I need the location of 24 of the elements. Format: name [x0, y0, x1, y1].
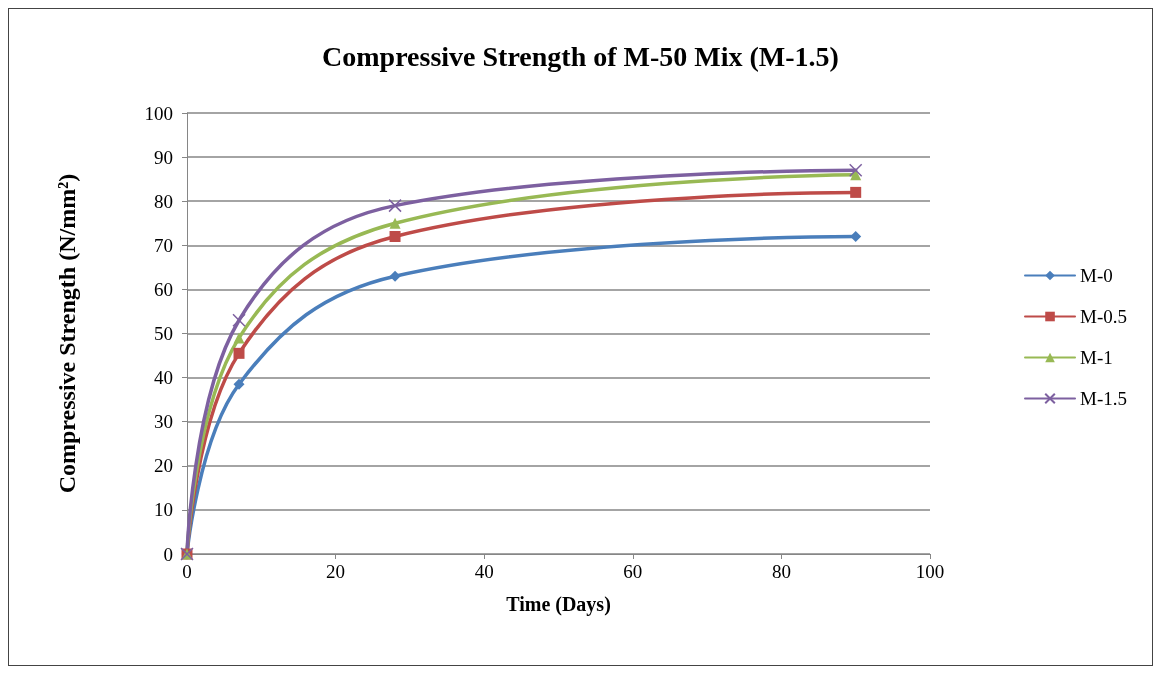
y-tick-label: 50 [154, 323, 173, 344]
legend-label: M-1.5 [1080, 388, 1128, 409]
y-tick-label: 10 [154, 499, 173, 521]
x-tick-label: 80 [771, 561, 791, 582]
y-tick-label: 40 [154, 367, 173, 389]
y-tick-label: 60 [154, 278, 173, 300]
y-tick-label: 20 [154, 455, 173, 477]
x-tick-label: 0 [182, 561, 192, 582]
y-tick-label: 30 [154, 411, 173, 433]
x-tick-label: 20 [326, 561, 346, 582]
y-tick-label: 0 [163, 543, 173, 565]
y-axis-title: Compressive Strength (N/mm²) [54, 173, 80, 494]
y-tick-label: 90 [154, 146, 173, 168]
x-axis-title: Time (Days) [506, 593, 611, 616]
y-tick-label: 100 [144, 102, 173, 124]
x-tick-label: 40 [474, 561, 494, 582]
legend-label: M-0.5 [1080, 306, 1128, 327]
legend-label: M-1 [1080, 347, 1113, 368]
y-tick-label: 70 [154, 234, 173, 256]
legend-label: M-0 [1080, 265, 1113, 286]
x-tick-label: 60 [623, 561, 643, 582]
y-tick-label: 80 [154, 190, 173, 212]
x-tick-label: 100 [915, 561, 945, 582]
chart-title: Compressive Strength of M-50 Mix (M-1.5) [322, 40, 839, 72]
